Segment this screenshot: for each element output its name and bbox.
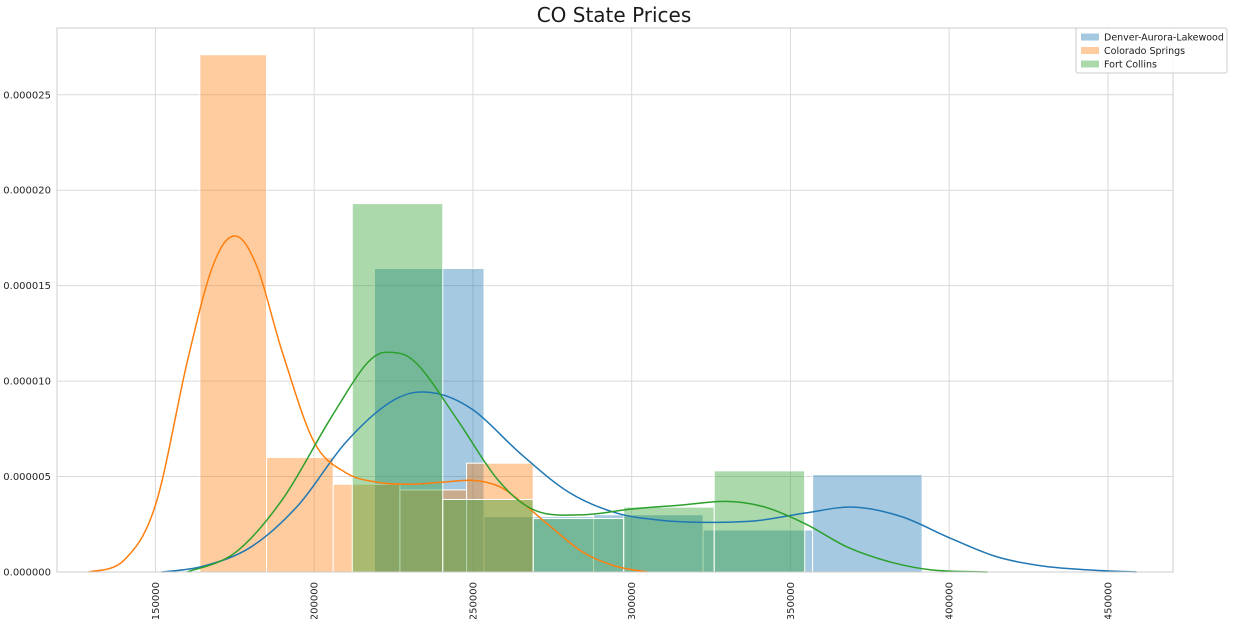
y-tick-label: 0.000010 bbox=[3, 377, 51, 388]
legend-label: Colorado Springs bbox=[1104, 46, 1185, 57]
axes-frame bbox=[56, 27, 1174, 573]
legend: Denver-Aurora-Lakewood Colorado Springs Fo… bbox=[1075, 27, 1228, 74]
y-tick-label: 0.000025 bbox=[3, 90, 51, 101]
histogram-bars bbox=[199, 54, 923, 573]
hist-bar-denver-aurora-lakewood bbox=[373, 268, 485, 573]
legend-swatch bbox=[1081, 47, 1099, 54]
hist-bar-denver-aurora-lakewood bbox=[812, 474, 923, 573]
hist-bar-colorado-springs bbox=[266, 456, 334, 573]
x-tick-label: 400000 bbox=[945, 582, 956, 619]
x-tick-label: 200000 bbox=[310, 582, 321, 619]
hist-bar-colorado-springs bbox=[399, 489, 468, 573]
y-tick-label: 0.000000 bbox=[3, 568, 51, 579]
hist-bar-fort-collins bbox=[351, 203, 444, 573]
kde-line-fort-collins bbox=[186, 351, 988, 573]
chart-title: CO State Prices bbox=[537, 3, 692, 27]
y-tick-label: 0.000020 bbox=[3, 186, 51, 197]
kde-curves bbox=[88, 235, 1137, 573]
hist-bar-colorado-springs bbox=[199, 54, 268, 573]
plot-frame bbox=[56, 27, 1174, 573]
x-tick-label: 250000 bbox=[468, 582, 479, 619]
x-tick-label: 150000 bbox=[151, 582, 162, 619]
x-tick-label: 300000 bbox=[627, 582, 638, 619]
hist-bar-fort-collins bbox=[442, 498, 534, 573]
y-axis-ticks: 0.000000 0.000005 0.000010 0.000015 0.000020… bbox=[3, 90, 51, 578]
kde-line-colorado-springs bbox=[88, 235, 648, 573]
legend-swatch bbox=[1081, 60, 1099, 68]
plot-background bbox=[57, 28, 1173, 572]
x-tick-label: 450000 bbox=[1103, 582, 1114, 619]
hist-bar-fort-collins bbox=[532, 518, 625, 573]
legend-label: Fort Collins bbox=[1104, 60, 1157, 71]
y-tick-label: 0.000015 bbox=[3, 281, 51, 292]
x-axis-ticks: 150000 200000 250000 300000 350000 400000 4500… bbox=[151, 582, 1114, 620]
y-tick-label: 0.000005 bbox=[3, 472, 51, 483]
legend-swatch bbox=[1081, 33, 1099, 41]
legend-label: Denver-Aurora-Lakewood bbox=[1104, 33, 1224, 44]
hist-bar-fort-collins bbox=[713, 470, 806, 573]
legend-box bbox=[1075, 27, 1228, 74]
kde-line-denver-aurora-lakewood bbox=[161, 391, 1137, 573]
x-tick-label: 350000 bbox=[786, 582, 797, 619]
